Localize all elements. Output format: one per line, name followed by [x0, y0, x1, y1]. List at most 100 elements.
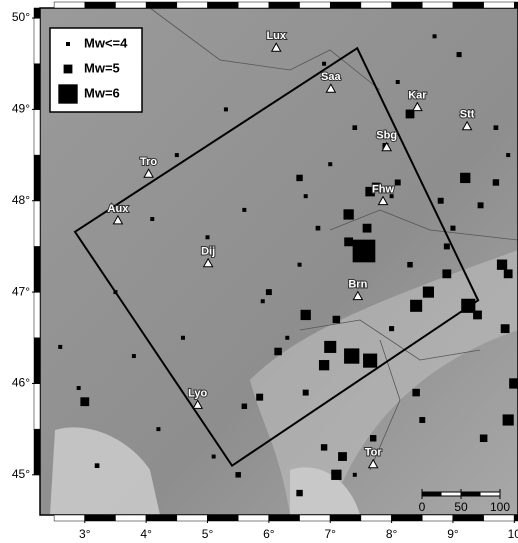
- earthquake: [58, 345, 62, 349]
- frame-bar: [34, 292, 40, 338]
- frame-bar: [361, 515, 392, 521]
- earthquake: [338, 452, 347, 461]
- map: LuxSaaKarSttSbgTroAuxDijFhwBrnLyoTor 3°4…: [0, 0, 518, 543]
- earthquake: [212, 455, 216, 459]
- earthquake: [363, 224, 372, 233]
- station-label: Fhw: [372, 184, 394, 196]
- earthquake: [256, 394, 263, 401]
- earthquake: [274, 348, 282, 356]
- earthquake: [331, 470, 341, 480]
- frame-bar: [514, 515, 518, 521]
- earthquake: [316, 226, 321, 231]
- frame-bar: [392, 2, 423, 8]
- frame-bar: [34, 338, 40, 384]
- earthquake: [328, 162, 332, 166]
- station-label: Lyo: [188, 387, 207, 399]
- earthquake: [442, 269, 451, 278]
- earthquake: [206, 235, 210, 239]
- frame-bar: [484, 2, 515, 8]
- earthquake: [503, 414, 514, 425]
- station-label: Tor: [365, 447, 383, 459]
- frame-bar: [177, 2, 208, 8]
- earthquake: [324, 341, 336, 353]
- earthquake: [132, 354, 136, 358]
- earthquake: [261, 299, 265, 303]
- frame-bar: [422, 2, 453, 8]
- frame-bar: [208, 2, 239, 8]
- earthquake: [433, 34, 437, 38]
- earthquake: [175, 153, 179, 157]
- station-label: Dij: [201, 246, 215, 258]
- legend-symbol: [64, 65, 73, 74]
- station-label: Stt: [460, 109, 475, 121]
- earthquake: [344, 348, 359, 363]
- station-label: Brn: [348, 279, 367, 291]
- y-tick-label: 46°: [12, 376, 30, 390]
- frame-bar: [422, 515, 453, 521]
- legend-label: Mw=5: [84, 60, 120, 75]
- earthquake: [352, 125, 357, 130]
- frame-bar: [300, 2, 331, 8]
- earthquake: [298, 263, 302, 267]
- x-tick-label: 7°: [324, 527, 336, 541]
- earthquake: [77, 386, 81, 390]
- frame-bar: [54, 2, 85, 8]
- x-tick-label: 6°: [263, 527, 275, 541]
- scale-label: 100: [490, 500, 510, 514]
- frame-bar: [238, 515, 269, 521]
- earthquake: [450, 226, 455, 231]
- earthquake: [419, 417, 425, 423]
- frame-bar: [34, 383, 40, 429]
- earthquake: [304, 194, 308, 198]
- frame-bar: [34, 155, 40, 201]
- earthquake: [444, 243, 450, 249]
- earthquake: [242, 208, 246, 212]
- earthquake: [412, 389, 420, 397]
- frame-bar: [238, 2, 269, 8]
- y-tick-label: 45°: [12, 467, 30, 481]
- earthquake: [150, 217, 154, 221]
- earthquake: [363, 354, 377, 368]
- earthquake: [301, 310, 311, 320]
- frame-bar: [34, 246, 40, 292]
- earthquake: [322, 62, 326, 66]
- station-label: Sbg: [376, 130, 397, 142]
- frame-bar: [484, 515, 515, 521]
- earthquake: [343, 209, 353, 219]
- station-label: Kar: [408, 89, 427, 101]
- frame-bar: [85, 515, 116, 521]
- x-tick-label: 4°: [140, 527, 152, 541]
- earthquake: [504, 269, 513, 278]
- y-tick-label: 48°: [12, 193, 30, 207]
- earthquake: [509, 378, 518, 388]
- earthquake: [389, 326, 394, 331]
- x-tick-label: 8°: [386, 527, 398, 541]
- earthquake: [497, 260, 507, 270]
- frame-bar: [453, 515, 484, 521]
- y-tick-label: 49°: [12, 102, 30, 116]
- earthquake: [438, 198, 444, 204]
- earthquake: [296, 175, 302, 181]
- x-tick-label: 5°: [202, 527, 214, 541]
- scale-label: 50: [454, 500, 468, 514]
- earthquake: [95, 463, 100, 468]
- station-label: Aux: [108, 203, 130, 215]
- earthquake: [370, 435, 376, 441]
- earthquake: [303, 390, 309, 396]
- scale-label: 0: [419, 500, 426, 514]
- earthquake: [333, 316, 341, 324]
- frame-bar: [34, 109, 40, 155]
- earthquake: [478, 202, 484, 208]
- frame-bar: [361, 2, 392, 8]
- earthquake: [480, 435, 488, 443]
- frame-bar: [269, 2, 300, 8]
- frame-bar: [392, 515, 423, 521]
- earthquake: [156, 427, 160, 431]
- y-tick-label: 50°: [12, 10, 30, 24]
- legend-label: Mw<=4: [84, 35, 128, 50]
- frame-bar: [514, 2, 518, 8]
- earthquake: [494, 125, 499, 130]
- frame-bar: [85, 2, 116, 8]
- earthquake: [457, 52, 462, 57]
- frame-bar: [208, 515, 239, 521]
